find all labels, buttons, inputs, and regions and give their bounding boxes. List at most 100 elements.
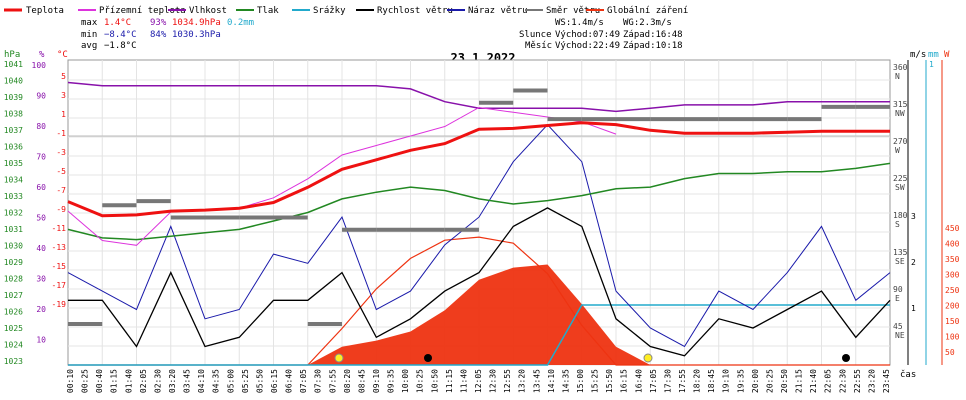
time-tick-label: 17:55 [678, 369, 687, 393]
degc-tick-label: -17 [52, 281, 67, 290]
stats-max-rain: 0.2mm [227, 18, 254, 28]
legend: Teplota Přízemní teplota Vlhkost Tlak Sr… [4, 6, 688, 16]
pct-tick-label: 30 [36, 275, 46, 284]
radiation-area [68, 264, 890, 365]
degc-tick-label: -15 [52, 262, 67, 271]
hpa-tick-label: 1040 [4, 77, 23, 86]
time-tick-label: 20:00 [751, 369, 760, 393]
time-tick-label: 00:40 [95, 369, 104, 393]
pct-tick-label: 60 [36, 183, 46, 192]
degc-tick-label: -3 [56, 148, 66, 157]
pct-tick-label: 70 [36, 153, 46, 162]
hpa-tick-label: 1027 [4, 291, 23, 300]
w-tick-label: 450 [945, 224, 960, 233]
time-tick-label: 09:35 [387, 369, 396, 393]
legend-label-humidity: Vlhkost [189, 6, 227, 16]
hpa-tick-label: 1032 [4, 209, 23, 218]
stats-min-hum: 84% [150, 30, 167, 40]
moonrise-marker [842, 354, 850, 362]
wind-gust-line [67, 123, 891, 348]
deg-dir-label: SE [895, 257, 905, 266]
time-tick-label: 10:00 [401, 369, 410, 393]
deg-tick-label: 360 [893, 63, 908, 72]
degc-tick-label: -7 [56, 186, 66, 195]
pct-tick-label: 10 [36, 336, 46, 345]
pct-tick-label: 20 [36, 305, 46, 314]
legend-label-pressure: Tlak [257, 6, 279, 16]
axis-unit-ms: m/s [910, 50, 926, 60]
sunrise-marker [334, 353, 344, 363]
axis-unit-pct: % [39, 50, 45, 60]
deg-dir-label: W [895, 146, 900, 155]
time-tick-label: 05:25 [241, 369, 250, 393]
degc-tick-label: 5 [61, 72, 66, 81]
time-tick-label: 07:05 [299, 369, 308, 393]
hpa-tick-label: 1024 [4, 341, 23, 350]
hpa-tick-label: 1023 [4, 357, 23, 366]
axis-unit-hpa: hPa [4, 50, 20, 60]
time-tick-label: 00:25 [81, 369, 90, 393]
time-tick-label: 17:05 [649, 369, 658, 393]
time-tick-label: 10:25 [416, 369, 425, 393]
stats-block: max 1.4°C 93% 1034.9hPa 0.2mm min −8.4°C… [81, 18, 254, 51]
time-tick-label: 16:40 [634, 369, 643, 393]
time-tick-label: 20:50 [780, 369, 789, 393]
hpa-tick-label: 1031 [4, 225, 23, 234]
hpa-tick-label: 1041 [4, 60, 23, 69]
time-tick-label: 02:30 [153, 369, 162, 393]
time-tick-label: 10:50 [430, 369, 439, 393]
degc-tick-label: 3 [61, 91, 66, 100]
time-tick-label: 15:50 [605, 369, 614, 393]
hpa-tick-label: 1035 [4, 159, 23, 168]
time-tick-label: 12:55 [503, 369, 512, 393]
time-tick-label: 23:45 [882, 369, 891, 393]
stats-min-label: min [81, 30, 97, 40]
hpa-tick-label: 1038 [4, 110, 23, 119]
time-tick-label: 20:25 [765, 369, 774, 393]
info-moon-set: Západ:10:18 [623, 41, 683, 51]
w-tick-label: 50 [945, 348, 955, 357]
hpa-tick-label: 1030 [4, 242, 23, 251]
stats-max-temp: 1.4°C [104, 18, 131, 28]
info-ws: WS:1.4m/s [555, 18, 604, 28]
time-tick-label: 12:05 [474, 369, 483, 393]
time-tick-label: 02:05 [139, 369, 148, 393]
time-tick-label: 23:20 [867, 369, 876, 393]
time-tick-label: 13:20 [518, 369, 527, 393]
degc-tick-label: -1 [56, 129, 66, 138]
legend-label-wind-speed: Rychlost větru [377, 6, 453, 16]
info-sun-label: Slunce [519, 30, 552, 40]
hpa-tick-label: 1034 [4, 176, 23, 185]
time-tick-label: 14:35 [561, 369, 570, 393]
time-tick-label: 04:10 [197, 369, 206, 393]
deg-tick-label: 90 [893, 285, 903, 294]
time-tick-label: 01:40 [124, 369, 133, 393]
stats-min-temp: −8.4°C [104, 30, 137, 40]
deg-dir-label: S [895, 220, 900, 229]
legend-label-temperature: Teplota [26, 6, 64, 16]
deg-dir-label: SW [895, 183, 905, 192]
tick-labels: 1041104010391038103710361035103410331032… [4, 60, 960, 366]
hpa-tick-label: 1025 [4, 324, 23, 333]
degc-tick-label: -19 [52, 300, 67, 309]
sun-markers [334, 353, 850, 363]
time-tick-label: 06:40 [285, 369, 294, 393]
deg-tick-label: 315 [893, 100, 908, 109]
axis-unit-time: čas [900, 369, 916, 380]
degc-tick-label: -13 [52, 243, 67, 252]
time-tick-label: 05:50 [255, 369, 264, 393]
deg-dir-label: NE [895, 331, 905, 340]
stats-max-hum: 93% [150, 18, 167, 28]
humidity-line [67, 81, 890, 113]
legend-label-ground-temp: Přízemní teplota [99, 6, 186, 16]
wind-speed-line [68, 207, 891, 357]
w-tick-label: 200 [945, 302, 960, 311]
degc-tick-label: -9 [56, 205, 66, 214]
pct-tick-label: 100 [32, 61, 47, 70]
time-tick-label: 04:35 [212, 369, 221, 393]
deg-tick-label: 225 [893, 174, 908, 183]
stats-min-press: 1030.3hPa [172, 30, 221, 40]
stats-max-label: max [81, 18, 98, 28]
w-tick-label: 100 [945, 333, 960, 342]
